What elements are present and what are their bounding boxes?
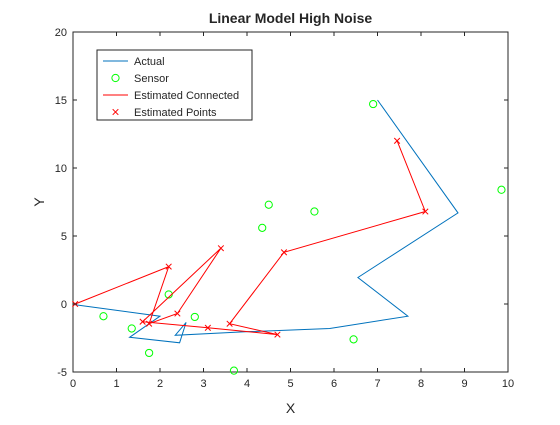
series-estimated-points-point	[174, 310, 181, 317]
series-estimated-points-point	[274, 331, 281, 338]
y-tick-label: -5	[57, 367, 67, 379]
legend-box	[96, 49, 253, 121]
series-estimated-points-point	[204, 324, 212, 331]
y-tick-label: 5	[61, 231, 67, 243]
x-tick-label: 5	[287, 378, 293, 390]
series-sensor-point	[229, 366, 239, 375]
y-tick-label: 20	[55, 27, 67, 39]
series-estimated-points-point	[217, 245, 225, 252]
series-sensor-point	[145, 348, 154, 358]
x-tick-label: 10	[502, 378, 514, 390]
x-tick-label: 8	[418, 378, 424, 390]
legend-swatch	[111, 73, 120, 83]
series-layer	[72, 99, 506, 375]
chart-title: Linear Model High Noise	[209, 10, 373, 26]
x-tick-label: 3	[200, 378, 206, 390]
legend-label: Estimated Connected	[134, 90, 239, 102]
series-actual-line	[75, 99, 459, 344]
y-tick-label: 10	[55, 163, 67, 175]
series-sensor-point	[99, 312, 108, 321]
x-tick-label: 1	[113, 378, 119, 390]
legend-label: Estimated Points	[134, 107, 217, 119]
y-tick-label: 0	[61, 299, 67, 311]
legend-label: Sensor	[134, 73, 169, 85]
x-tick-label: 0	[70, 378, 76, 390]
series-estimated-points-point	[280, 249, 288, 256]
x-tick-label: 2	[157, 378, 163, 390]
y-axis-label: Y	[31, 197, 47, 207]
series-estimated-points-point	[145, 320, 153, 327]
x-axis-label: X	[286, 400, 296, 416]
series-sensor-point	[369, 99, 378, 109]
legend-swatch	[112, 108, 119, 116]
series-sensor-point	[127, 324, 136, 333]
series-sensor-point	[310, 207, 319, 216]
legend-label: Actual	[134, 56, 165, 68]
x-tick-label: 7	[374, 378, 380, 390]
y-tick-label: 15	[55, 95, 67, 107]
x-tick-label: 4	[244, 378, 250, 390]
series-estimated-points-point	[393, 137, 401, 144]
series-estimated-points-point	[422, 208, 429, 215]
x-tick-label: 9	[461, 378, 467, 390]
series-sensor-point	[497, 185, 506, 194]
series-estimated-points-point	[226, 320, 233, 327]
series-estimated-points-point	[139, 318, 146, 325]
series-estimated-connected-line	[75, 140, 426, 336]
legend: Actual Sensor Estimated Connected Estimated…	[96, 49, 253, 121]
series-sensor-point	[349, 335, 358, 344]
series-sensor-point	[258, 223, 267, 232]
x-tick-label: 6	[331, 378, 337, 390]
series-sensor-point	[190, 312, 199, 322]
series-estimated-points-point	[165, 263, 172, 270]
legend-entry: Estimated Connected	[103, 90, 239, 102]
legend-entry: Estimated Points	[112, 107, 217, 119]
series-sensor-point	[264, 200, 273, 209]
legend-entry: Actual	[103, 56, 165, 68]
legend-entry: Sensor	[111, 73, 169, 85]
